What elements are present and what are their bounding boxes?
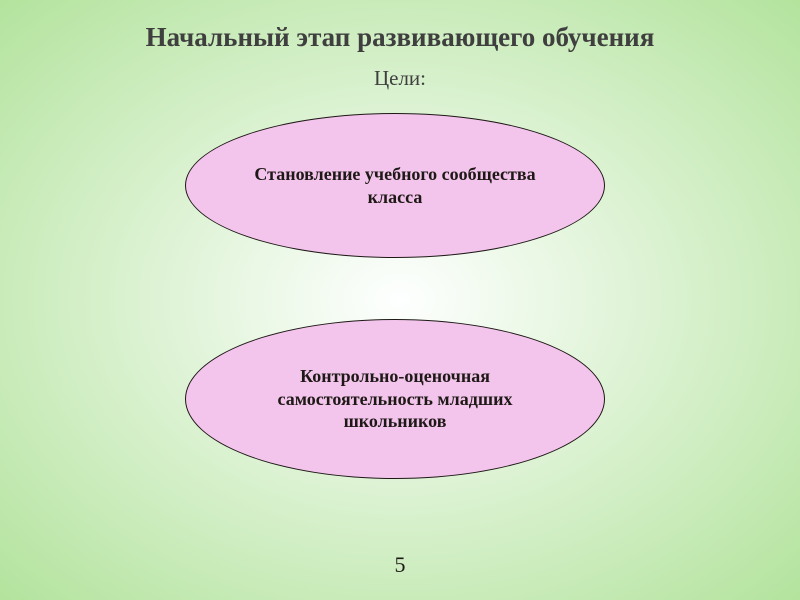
slide-content: Начальный этап развивающего обучения Цел… — [0, 0, 800, 600]
slide-title: Начальный этап развивающего обучения — [0, 22, 800, 53]
goal-label-1: Становление учебного сообщества класса — [186, 163, 604, 208]
goal-ellipse-2: Контрольно-оценочная самостоятельность м… — [185, 319, 605, 479]
page-number: 5 — [0, 552, 800, 578]
goal-ellipse-1: Становление учебного сообщества класса — [185, 113, 605, 258]
slide-subtitle: Цели: — [0, 66, 800, 91]
goal-label-2: Контрольно-оценочная самостоятельность м… — [186, 365, 604, 433]
